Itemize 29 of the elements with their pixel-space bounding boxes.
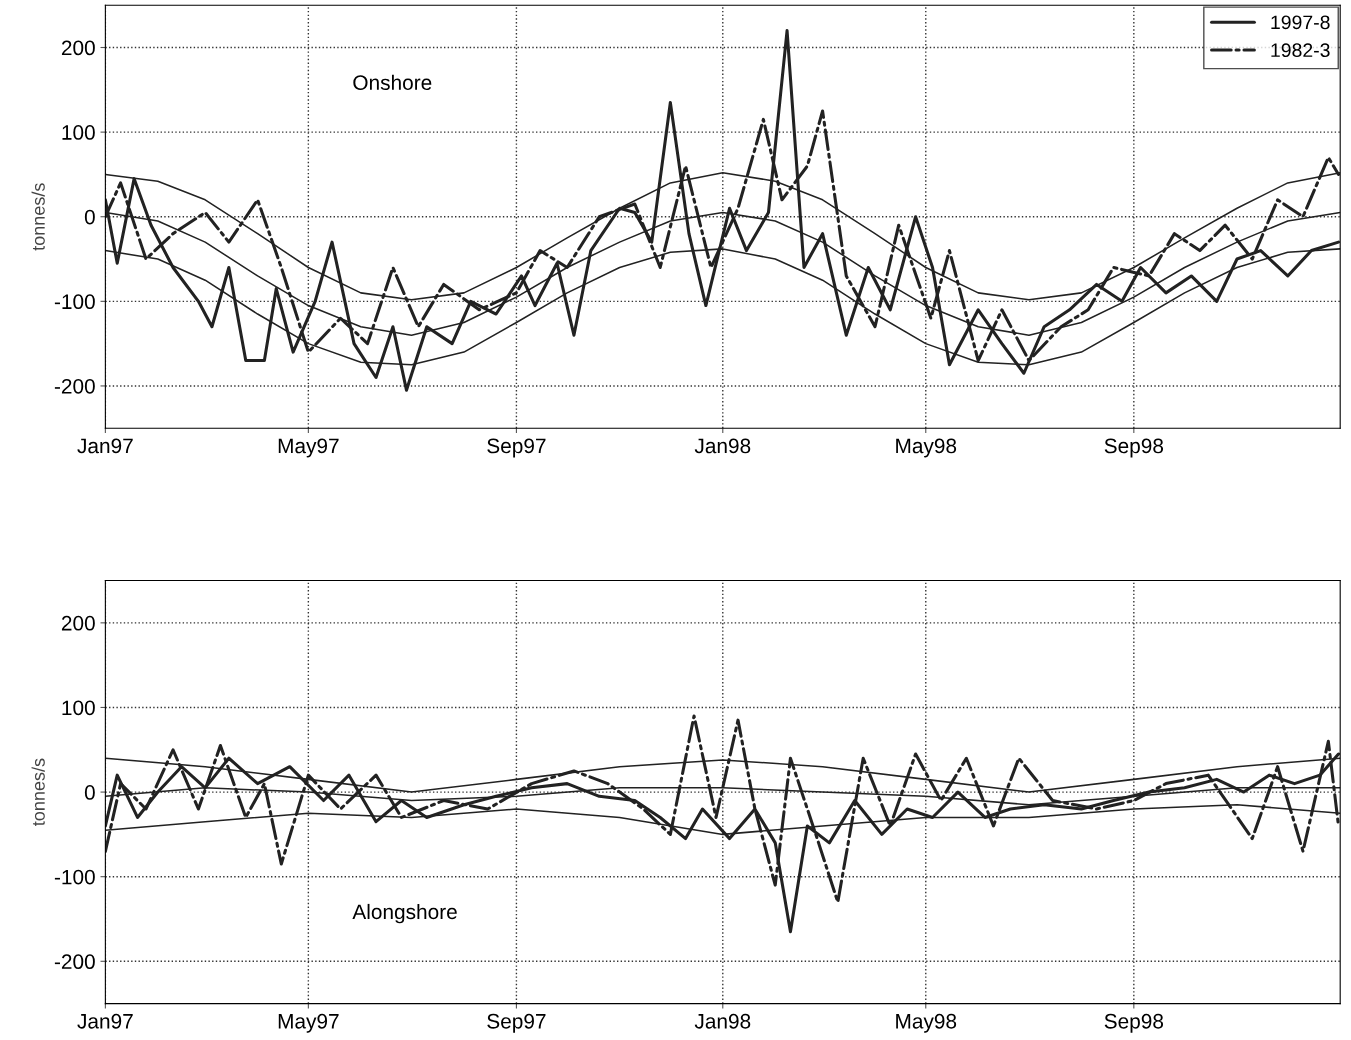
x-tick-label: Jan98 — [694, 1013, 751, 1029]
annotation: Alongshore — [352, 903, 457, 924]
x-tick-label: Sep98 — [1104, 438, 1164, 458]
y-axis-title: tonnes/s — [31, 758, 45, 826]
x-tick-label: May97 — [278, 1013, 339, 1033]
x-tick-label: May97 — [278, 438, 339, 458]
y-tick-label: -100 — [54, 869, 95, 885]
y-tick-label: 100 — [62, 125, 95, 140]
y-tick-label: 100 — [62, 700, 95, 716]
x-tick-label: Sep98 — [1104, 1013, 1164, 1033]
y-axis-title: tonnes/s — [31, 183, 45, 251]
x-tick-label: May98 — [896, 1013, 957, 1033]
legend-label: 1997-8 — [1271, 15, 1330, 30]
y-tick-label: 0 — [84, 209, 95, 225]
y-tick-label: -100 — [54, 294, 95, 310]
x-tick-label: Sep97 — [487, 438, 546, 458]
x-tick-label: Jan97 — [77, 1013, 133, 1029]
y-tick-label: -200 — [54, 378, 95, 394]
x-tick-label: May98 — [896, 438, 957, 458]
y-tick-label: 0 — [84, 785, 95, 800]
line-series — [105, 29, 1341, 392]
x-tick-label: Jan98 — [694, 438, 751, 454]
y-tick-label: 200 — [61, 40, 95, 56]
y-tick-label: 200 — [61, 615, 95, 631]
legend-label: 1982-3 — [1271, 43, 1330, 58]
annotation: Onshore — [353, 74, 432, 91]
x-tick-label: Jan97 — [77, 438, 133, 454]
x-tick-label: Sep97 — [487, 1013, 546, 1033]
y-tick-label: -200 — [54, 954, 95, 970]
